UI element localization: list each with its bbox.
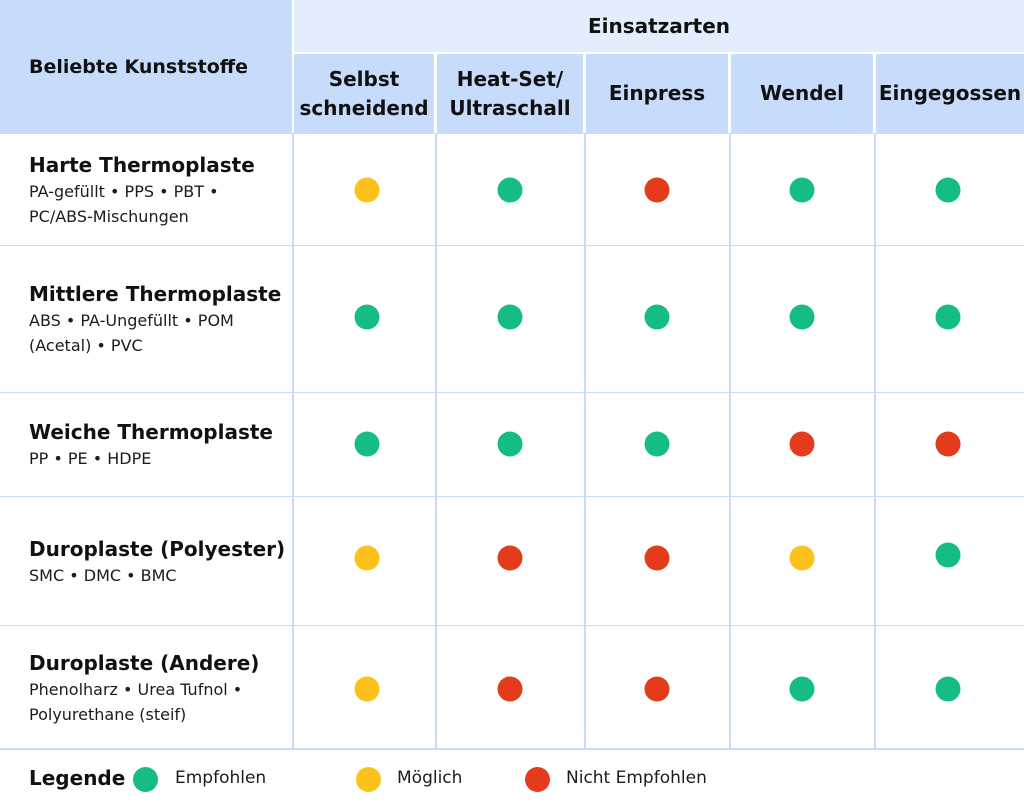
rating-dot-recommended xyxy=(789,177,815,203)
legend-dot-not-recommended xyxy=(525,767,550,792)
rating-dot-not-recommended xyxy=(644,676,670,702)
row-title: Mittlere Thermoplaste xyxy=(29,282,282,306)
legend-dot-recommended xyxy=(133,767,158,792)
row-materials-line2: Polyurethane (steif) xyxy=(29,704,187,724)
corner-header-label: Beliebte Kunststoffe xyxy=(29,55,249,78)
column-header-line1: Heat-Set/ xyxy=(456,66,564,91)
legend-dot-possible xyxy=(356,767,381,792)
rating-dot-not-recommended xyxy=(644,177,670,203)
legend-label-recommended: Empfohlen xyxy=(175,768,267,788)
column-header-line2: schneidend xyxy=(299,95,429,120)
rating-dot-recommended xyxy=(935,676,961,702)
column-divider xyxy=(874,133,876,750)
rating-dot-not-recommended xyxy=(935,431,961,457)
column-divider xyxy=(292,133,294,750)
row-label: Weiche Thermoplaste PP • PE • HDPE xyxy=(29,393,291,496)
column-divider xyxy=(729,133,731,750)
group-header: Einsatzarten xyxy=(294,0,1024,52)
rating-dot-recommended xyxy=(644,431,670,457)
row-label: Duroplaste (Polyester) SMC • DMC • BMC xyxy=(29,497,291,625)
group-header-label: Einsatzarten xyxy=(587,14,731,38)
corner-header: Beliebte Kunststoffe xyxy=(0,0,292,133)
rating-dot-possible xyxy=(354,676,380,702)
rating-dot-possible xyxy=(354,545,380,571)
rating-dot-recommended xyxy=(935,177,961,203)
legend: Legende Empfohlen Möglich Nicht Empfohle… xyxy=(0,750,1024,812)
table-row: Weiche Thermoplaste PP • PE • HDPE xyxy=(0,392,1024,496)
rating-dot-recommended xyxy=(789,676,815,702)
row-title: Duroplaste (Polyester) xyxy=(29,536,286,561)
column-header-heat-set: Heat-Set/ Ultraschall xyxy=(437,54,583,133)
row-label: Mittlere Thermoplaste ABS • PA-Ungefüllt… xyxy=(29,246,291,392)
row-label: Duroplaste (Andere) Phenolharz • Urea Tu… xyxy=(29,626,291,749)
row-materials-line1: ABS • PA-Ungefüllt • POM xyxy=(29,311,234,330)
row-title: Weiche Thermoplaste xyxy=(29,420,273,444)
rating-dot-recommended xyxy=(935,542,961,568)
rating-dot-recommended xyxy=(497,177,523,203)
column-header-line1: Einpress xyxy=(608,81,706,105)
column-header-einpress: Einpress xyxy=(586,54,728,133)
row-materials-line1: PA-gefüllt • PPS • PBT • xyxy=(29,181,219,201)
rating-dot-not-recommended xyxy=(497,676,523,702)
column-header-line2: Ultraschall xyxy=(449,95,571,120)
rating-dot-recommended xyxy=(789,304,815,330)
rating-dot-possible xyxy=(354,177,380,203)
table-row: Mittlere Thermoplaste ABS • PA-Ungefüllt… xyxy=(0,245,1024,392)
column-header-line1: Selbst xyxy=(328,66,400,91)
legend-label-not-recommended: Nicht Empfohlen xyxy=(566,768,707,788)
column-header-eingegossen: Eingegossen xyxy=(876,54,1024,133)
table-row: Harte Thermoplaste PA-gefüllt • PPS • PB… xyxy=(0,133,1024,245)
compatibility-table: Beliebte Kunststoffe Einsatzarten Selbst… xyxy=(0,0,1024,750)
rating-dot-recommended xyxy=(497,431,523,457)
column-divider xyxy=(435,133,437,750)
row-materials-line1: SMC • DMC • BMC xyxy=(29,565,177,585)
rating-dot-not-recommended xyxy=(789,431,815,457)
table-row: Duroplaste (Andere) Phenolharz • Urea Tu… xyxy=(0,625,1024,749)
row-label: Harte Thermoplaste PA-gefüllt • PPS • PB… xyxy=(29,134,291,245)
rating-dot-recommended xyxy=(354,304,380,330)
table-row: Duroplaste (Polyester) SMC • DMC • BMC xyxy=(0,496,1024,625)
rating-dot-recommended xyxy=(354,431,380,457)
row-materials-line1: PP • PE • HDPE xyxy=(29,449,152,468)
table-bottom-border xyxy=(0,748,1024,750)
rating-dot-recommended xyxy=(644,304,670,330)
column-header-line1: Wendel xyxy=(760,81,844,105)
column-header-line1: Eingegossen xyxy=(878,81,1022,105)
rating-dot-recommended xyxy=(935,304,961,330)
rating-dot-not-recommended xyxy=(497,545,523,571)
row-materials-line2: (Acetal) • PVC xyxy=(29,336,143,355)
legend-title: Legende xyxy=(29,766,126,790)
column-header-wendel: Wendel xyxy=(731,54,873,133)
rating-dot-recommended xyxy=(497,304,523,330)
column-divider xyxy=(584,133,586,750)
rating-dot-not-recommended xyxy=(644,545,670,571)
legend-label-possible: Möglich xyxy=(397,768,463,788)
row-materials-line1: Phenolharz • Urea Tufnol • xyxy=(29,679,243,699)
row-title: Duroplaste (Andere) xyxy=(29,650,260,675)
rating-dot-possible xyxy=(789,545,815,571)
row-title: Harte Thermoplaste xyxy=(29,152,255,177)
row-materials-line2: PC/ABS-Mischungen xyxy=(29,206,189,226)
column-header-selbst-schneidend: Selbst schneidend xyxy=(294,54,434,133)
